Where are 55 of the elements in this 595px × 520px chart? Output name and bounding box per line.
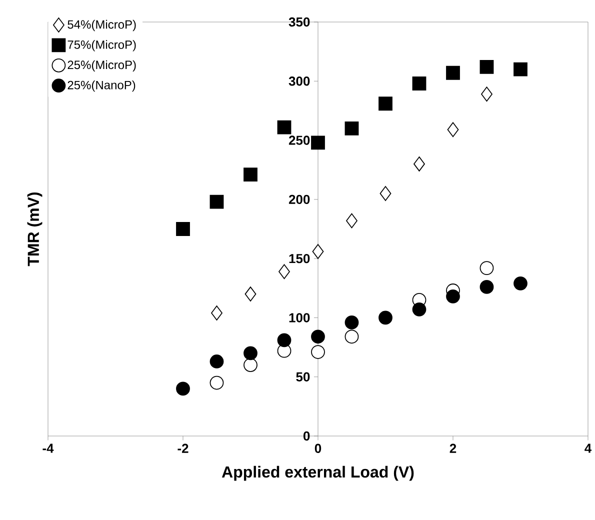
point bbox=[210, 376, 224, 390]
point bbox=[480, 261, 494, 275]
point bbox=[176, 222, 190, 236]
point bbox=[344, 330, 359, 344]
point bbox=[380, 186, 392, 201]
legend-label: 25%(NanoP) bbox=[68, 80, 136, 92]
point bbox=[244, 346, 258, 360]
y-tick-label: 50 bbox=[296, 372, 310, 382]
y-tick-label: 300 bbox=[288, 76, 310, 86]
point bbox=[311, 345, 325, 359]
point bbox=[514, 62, 528, 76]
point bbox=[277, 120, 292, 134]
x-tick-label: 4 bbox=[584, 444, 592, 453]
point bbox=[312, 244, 324, 259]
x-tick-label: -4 bbox=[42, 444, 54, 453]
point bbox=[414, 156, 425, 172]
point bbox=[481, 86, 492, 102]
point bbox=[447, 122, 459, 138]
point bbox=[412, 76, 426, 90]
point bbox=[412, 302, 426, 316]
y-tick-label: 200 bbox=[288, 194, 310, 204]
point bbox=[346, 213, 358, 228]
point bbox=[277, 333, 292, 348]
point bbox=[446, 289, 460, 304]
point bbox=[176, 382, 190, 396]
point bbox=[311, 136, 325, 150]
point bbox=[311, 330, 325, 344]
point bbox=[278, 264, 290, 280]
legend-label: 54%(MicroP) bbox=[68, 20, 136, 32]
point bbox=[344, 122, 359, 136]
point bbox=[480, 60, 494, 74]
y-tick-label: 0 bbox=[303, 431, 310, 441]
y-tick-label: 350 bbox=[288, 17, 310, 27]
point bbox=[378, 310, 392, 325]
y-axis-title: TMR (mV) bbox=[27, 192, 42, 266]
point bbox=[480, 280, 494, 294]
point bbox=[210, 354, 224, 368]
x-tick-label: 0 bbox=[314, 444, 322, 454]
y-tick-label: 100 bbox=[289, 313, 310, 322]
y-tick-label: 150 bbox=[289, 254, 310, 264]
point bbox=[211, 306, 222, 320]
point bbox=[344, 316, 359, 330]
legend-label: 75%(MicroP) bbox=[68, 40, 136, 52]
point bbox=[514, 276, 528, 290]
point bbox=[244, 168, 258, 182]
y-tick-label: 250 bbox=[288, 136, 310, 145]
x-tick-label: -2 bbox=[178, 444, 188, 453]
point bbox=[446, 66, 460, 80]
x-axis-title: Applied external Load (V) bbox=[222, 466, 414, 481]
x-tick-label: 2 bbox=[450, 444, 456, 453]
point bbox=[244, 358, 258, 372]
point bbox=[244, 286, 256, 302]
point bbox=[210, 194, 224, 209]
point bbox=[378, 96, 392, 111]
legend-label: 25%(MicroP) bbox=[68, 60, 136, 72]
